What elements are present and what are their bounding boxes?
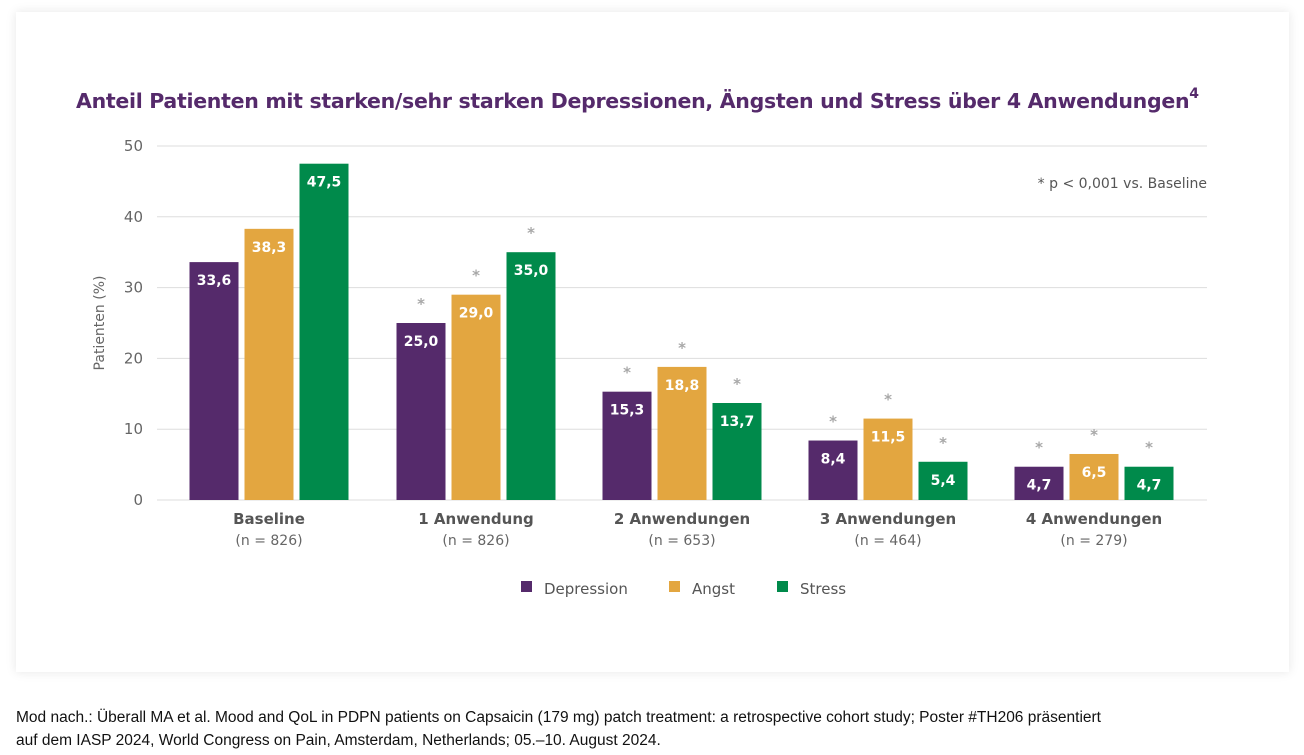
bar-angst bbox=[863, 418, 913, 500]
title-reference-superscript: 4 bbox=[1189, 86, 1199, 102]
x-category-n: (n = 279) bbox=[1060, 533, 1127, 549]
significance-asterisk: * bbox=[1145, 439, 1153, 457]
significance-asterisk: * bbox=[678, 339, 686, 357]
bar-value-label: 18,8 bbox=[665, 378, 700, 394]
bar-angst bbox=[1069, 453, 1119, 500]
bar-chart: 0 10 20 30 40 50 Patienten (%) 33,6 25,0 * 15,3 *… bbox=[92, 137, 1207, 598]
y-tick-label: 0 bbox=[133, 491, 143, 509]
x-category-n: (n = 826) bbox=[235, 533, 302, 549]
bar-stress bbox=[299, 163, 349, 500]
bar-value-label: 29,0 bbox=[459, 306, 494, 322]
significance-annotation: * p < 0,001 vs. Baseline bbox=[1038, 176, 1207, 192]
y-tick-label: 30 bbox=[124, 279, 143, 297]
legend-swatch-depression bbox=[521, 581, 532, 592]
bar-value-label: 4,7 bbox=[1137, 478, 1162, 494]
legend-label-angst: Angst bbox=[692, 580, 735, 598]
significance-asterisk: * bbox=[623, 364, 631, 382]
y-tick-label: 40 bbox=[124, 208, 143, 226]
bar-value-label: 5,4 bbox=[931, 473, 956, 489]
legend-label-depression: Depression bbox=[544, 580, 628, 598]
x-category-label: 1 Anwendung bbox=[418, 510, 534, 528]
bar-value-label: 6,5 bbox=[1082, 465, 1107, 481]
x-category-n: (n = 826) bbox=[442, 533, 509, 549]
bar-stress bbox=[1124, 466, 1174, 500]
y-axis-ticks: 0 10 20 30 40 50 bbox=[124, 137, 143, 509]
y-tick-label: 20 bbox=[124, 349, 143, 367]
bar-depression bbox=[602, 391, 652, 500]
significance-asterisk: * bbox=[829, 413, 837, 431]
significance-asterisk: * bbox=[1035, 439, 1043, 457]
bar-depression bbox=[1014, 466, 1064, 500]
significance-asterisk: * bbox=[884, 391, 892, 409]
chart-title: Anteil Patienten mit starken/sehr starke… bbox=[76, 86, 1199, 113]
source-footnote: Mod nach.: Überall MA et al. Mood and Qo… bbox=[16, 706, 1296, 752]
bar-angst bbox=[657, 366, 707, 500]
bar-depression bbox=[808, 440, 858, 500]
significance-asterisk: * bbox=[417, 295, 425, 313]
x-category-label: 4 Anwendungen bbox=[1026, 510, 1162, 528]
bar-angst bbox=[451, 294, 501, 500]
bar-depression bbox=[396, 323, 446, 500]
y-axis-label: Patienten (%) bbox=[92, 276, 108, 371]
bar-value-label: 25,0 bbox=[404, 334, 439, 350]
bar-stress bbox=[712, 403, 762, 500]
bar-value-label: 33,6 bbox=[197, 273, 232, 289]
bar-value-label: 11,5 bbox=[871, 430, 906, 446]
bar-value-label: 13,7 bbox=[720, 414, 755, 430]
significance-asterisk: * bbox=[939, 434, 947, 452]
bar-angst bbox=[244, 228, 294, 500]
x-category-label: Baseline bbox=[233, 510, 305, 528]
x-category-label: 3 Anwendungen bbox=[820, 510, 956, 528]
bar-stress bbox=[506, 252, 556, 500]
significance-asterisk: * bbox=[733, 375, 741, 393]
x-category-n: (n = 464) bbox=[854, 533, 921, 549]
bar-value-label: 4,7 bbox=[1027, 478, 1052, 494]
bar-value-label: 38,3 bbox=[252, 240, 287, 256]
bars: 33,6 25,0 * 15,3 * 8,4 * 4,7 * 38,3 29,0 * 18,8 * 11,5… bbox=[189, 163, 1174, 500]
footnote-line-1: Mod nach.: Überall MA et al. Mood and Qo… bbox=[16, 709, 1101, 726]
x-category-n: (n = 653) bbox=[648, 533, 715, 549]
bar-value-label: 47,5 bbox=[307, 175, 342, 191]
legend-label-stress: Stress bbox=[800, 580, 846, 598]
bar-stress bbox=[918, 461, 968, 500]
legend: Depression Angst Stress bbox=[521, 580, 846, 598]
x-category-label: 2 Anwendungen bbox=[614, 510, 750, 528]
y-tick-label: 10 bbox=[124, 420, 143, 438]
chart-title-text: Anteil Patienten mit starken/sehr starke… bbox=[76, 88, 1190, 113]
bar-value-label: 8,4 bbox=[821, 452, 846, 468]
legend-swatch-angst bbox=[669, 581, 680, 592]
significance-asterisk: * bbox=[472, 267, 480, 285]
y-tick-label: 50 bbox=[124, 137, 143, 155]
bar-depression bbox=[189, 262, 239, 500]
significance-asterisk: * bbox=[527, 224, 535, 242]
significance-asterisk: * bbox=[1090, 426, 1098, 444]
legend-swatch-stress bbox=[777, 581, 788, 592]
bar-value-label: 35,0 bbox=[514, 263, 549, 279]
x-axis-labels: Baseline (n = 826) 1 Anwendung (n = 826) 2 A… bbox=[233, 510, 1162, 549]
bar-value-label: 15,3 bbox=[610, 403, 645, 419]
footnote-line-2: auf dem IASP 2024, World Congress on Pai… bbox=[16, 732, 661, 749]
